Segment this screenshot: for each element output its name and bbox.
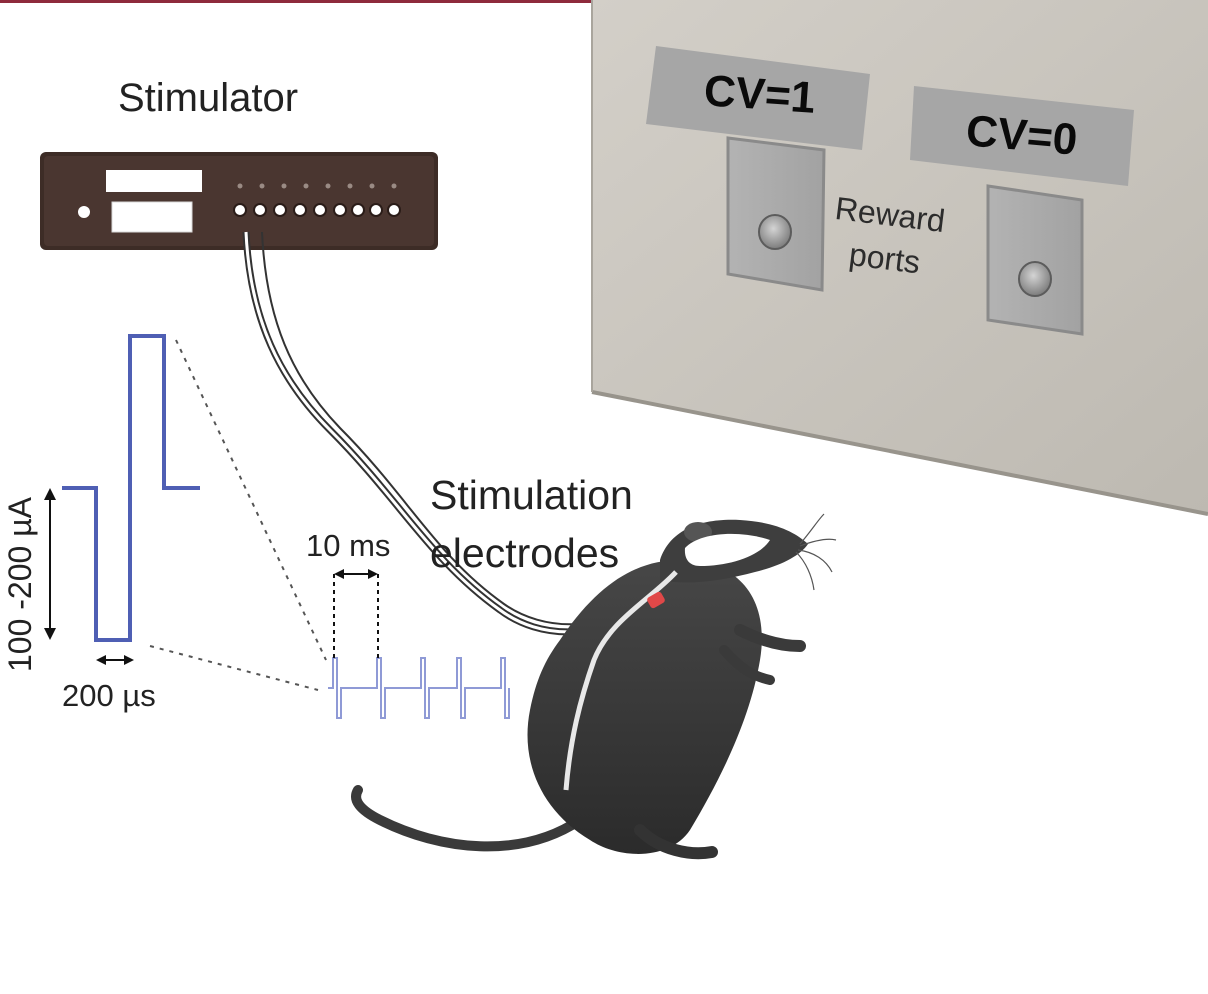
rat-body xyxy=(527,560,762,854)
rat-forelimb xyxy=(734,624,806,652)
pulse-train-waveform xyxy=(328,657,510,719)
rat-tail xyxy=(351,785,585,852)
rat-head-implant xyxy=(684,533,770,566)
stimulation-cable xyxy=(242,231,653,636)
rat-whiskers xyxy=(795,513,837,591)
rat-spine-line xyxy=(563,570,678,791)
reward-ports-label: Reward ports xyxy=(827,186,947,287)
cv-right-label: CV=0 xyxy=(964,106,1080,165)
stimulation-label-line1: Stimulation xyxy=(430,472,633,518)
cv-left-label: CV=1 xyxy=(702,66,817,123)
cv-left-plate xyxy=(646,46,870,150)
amplitude-arrow xyxy=(44,488,56,640)
amplitude-label: 100 -200 µA xyxy=(2,497,38,672)
interval-marker xyxy=(333,569,379,662)
biphasic-pulse-waveform xyxy=(62,334,200,642)
port-hole-right xyxy=(1018,261,1052,297)
reward-port-right xyxy=(986,184,1084,336)
stimulator-device xyxy=(40,152,438,250)
port-hole-left xyxy=(758,214,792,250)
cv-right-plate xyxy=(910,86,1134,186)
stimulator-label: Stimulator xyxy=(118,76,299,120)
pulse-width-label: 200 µs xyxy=(62,678,156,713)
stimulation-electrodes-label: Stimulation electrodes xyxy=(430,466,633,582)
period-label: 10 ms xyxy=(306,528,391,563)
rat-ear xyxy=(684,522,712,542)
pulse-width-arrow xyxy=(96,655,134,665)
rat-illustration xyxy=(351,513,837,860)
rat-hindlimb xyxy=(634,824,718,860)
electrode-marker xyxy=(647,591,665,609)
connector-jacks xyxy=(233,203,401,217)
reward-port-left xyxy=(726,136,826,292)
stimulation-label-line2: electrodes xyxy=(430,530,620,576)
